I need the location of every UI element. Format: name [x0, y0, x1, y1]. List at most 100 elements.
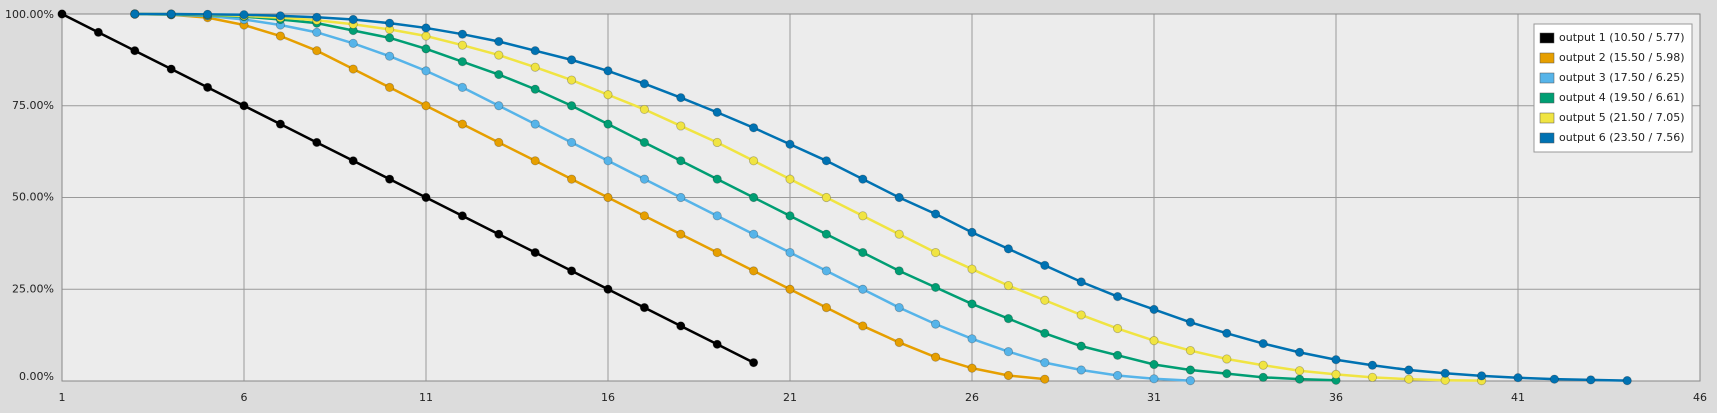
data-point: [712, 247, 722, 258]
data-point: [348, 64, 358, 74]
data-point: [1222, 354, 1232, 364]
data-point: [1404, 374, 1414, 384]
data-point: [712, 174, 722, 184]
data-point: [494, 137, 504, 148]
data-point: [566, 75, 577, 85]
data-point: [712, 107, 722, 117]
data-point: [1040, 295, 1050, 305]
series-line: [134, 12, 1191, 382]
data-point: [494, 50, 504, 60]
data-point: [821, 266, 832, 276]
data-point: [166, 9, 176, 19]
data-point: [1040, 374, 1050, 384]
data-point: [457, 29, 467, 39]
y-tick-label: 75.00%: [12, 99, 54, 112]
data-point: [1258, 360, 1268, 370]
data-point: [1258, 372, 1268, 382]
data-point: [639, 302, 650, 313]
x-tick-label: 31: [1147, 391, 1161, 404]
x-tick-label: 41: [1511, 391, 1525, 404]
data-point: [130, 46, 140, 56]
data-point: [566, 174, 577, 184]
data-point: [821, 156, 832, 166]
data-point: [676, 156, 686, 166]
data-point: [894, 266, 904, 276]
data-point: [348, 14, 358, 25]
data-point: [494, 101, 504, 111]
data-point: [1222, 328, 1232, 338]
data-point: [494, 229, 504, 239]
data-point: [858, 174, 868, 184]
data-point: [1113, 350, 1123, 360]
data-point: [1076, 277, 1086, 287]
data-point: [1113, 323, 1123, 334]
data-point: [566, 55, 577, 65]
data-point: [639, 174, 650, 184]
data-point: [57, 9, 67, 19]
data-point: [384, 82, 395, 93]
data-point: [930, 247, 941, 258]
data-point: [639, 104, 650, 115]
data-point: [421, 31, 431, 41]
data-point: [712, 137, 722, 148]
data-point: [457, 82, 467, 93]
data-point: [203, 82, 213, 93]
data-point: [748, 156, 759, 166]
legend-swatch: [1539, 92, 1555, 104]
data-point: [239, 10, 249, 20]
data-point: [639, 79, 650, 89]
data-point: [639, 211, 650, 221]
data-point: [858, 284, 868, 294]
data-point: [858, 211, 868, 221]
data-point: [494, 36, 504, 47]
data-point: [275, 119, 285, 129]
data-point: [1076, 365, 1086, 375]
x-tick-label: 11: [419, 391, 433, 404]
data-point: [1076, 310, 1086, 320]
data-point: [603, 284, 613, 294]
data-point: [785, 174, 795, 184]
data-point: [530, 247, 540, 258]
data-point: [785, 247, 795, 258]
data-point: [967, 299, 977, 309]
data-point: [1185, 376, 1196, 386]
data-point: [530, 46, 540, 56]
data-point: [1586, 375, 1596, 385]
data-point: [967, 334, 977, 344]
data-point: [275, 11, 285, 21]
x-tick-label: 16: [601, 391, 615, 404]
data-point: [676, 121, 686, 131]
data-point: [785, 139, 795, 149]
data-point: [384, 174, 395, 184]
data-point: [1295, 366, 1305, 376]
data-point: [1258, 338, 1268, 349]
y-tick-label: 0.00%: [19, 370, 54, 383]
x-tick-label: 1: [59, 391, 66, 404]
data-point: [530, 84, 540, 94]
data-point: [457, 57, 467, 67]
x-tick-label: 36: [1329, 391, 1343, 404]
data-point: [1477, 371, 1487, 381]
data-point: [1404, 365, 1414, 375]
data-point: [676, 321, 686, 331]
data-point: [1331, 355, 1341, 365]
data-point: [894, 302, 904, 313]
series-line: [134, 12, 1045, 381]
data-point: [894, 337, 904, 348]
data-point: [421, 192, 431, 203]
data-point: [748, 229, 759, 239]
data-point: [1040, 358, 1050, 368]
data-point: [967, 363, 977, 373]
data-point: [312, 12, 322, 22]
data-point: [1113, 370, 1123, 381]
y-tick-label: 100.00%: [5, 8, 54, 21]
data-point: [421, 66, 431, 76]
data-point: [93, 27, 104, 37]
data-point: [1040, 260, 1050, 270]
data-point: [1440, 368, 1450, 378]
data-point: [1549, 374, 1560, 384]
data-point: [676, 229, 686, 239]
data-point: [566, 266, 577, 276]
series-line: [134, 12, 1337, 382]
legend-label: output 1 (10.50 / 5.77): [1559, 31, 1685, 44]
